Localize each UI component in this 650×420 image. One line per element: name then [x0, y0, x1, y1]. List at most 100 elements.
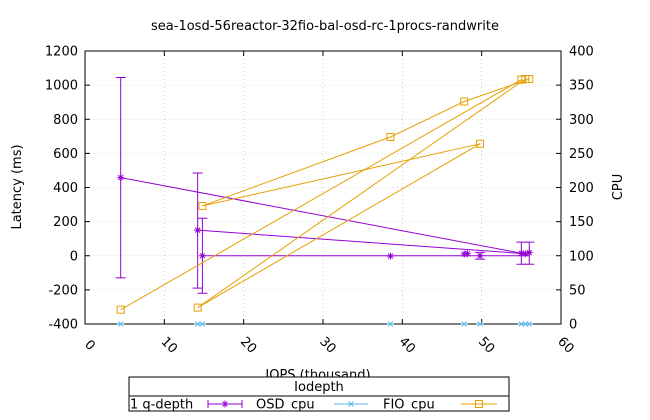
y-tick-label: 800: [53, 113, 78, 128]
legend-label: 1 q-depth: [130, 398, 193, 413]
series-line: [197, 78, 526, 309]
y-tick-label: -200: [48, 283, 78, 298]
x-tick-label: 40: [396, 334, 418, 356]
data-point-shape: [525, 74, 534, 83]
data-point: [117, 174, 125, 182]
data-point-shape: [525, 321, 533, 327]
legend-swatch-marker-shape: [475, 400, 483, 408]
y2-tick-label: 100: [569, 249, 594, 264]
data-point: [476, 321, 484, 327]
data-point-shape: [117, 174, 125, 182]
data-point-shape: [476, 252, 484, 260]
series-2: [116, 74, 534, 314]
y-tick-label: 600: [53, 147, 78, 162]
data-point: [463, 250, 471, 258]
x-tick-label: 20: [237, 334, 259, 356]
data-point-shape: [198, 321, 206, 327]
y2-tick-label: 350: [569, 79, 594, 94]
data-point: [116, 305, 125, 314]
data-point-shape: [517, 249, 525, 257]
series-line: [120, 177, 522, 254]
legend-label: FIO_cpu: [383, 398, 435, 413]
legend-items: 1 q-depth OSD_cpu FIO_cpu: [130, 398, 497, 413]
y2-tick-label: 300: [569, 113, 594, 128]
data-point: [460, 321, 468, 327]
data-point-shape: [476, 139, 485, 148]
data-point-shape: [386, 252, 394, 260]
legend-swatch-marker: [475, 400, 483, 408]
data-point-shape: [198, 252, 206, 260]
data-point: [476, 139, 485, 148]
series-line: [202, 78, 530, 207]
y2-tick-label: 50: [569, 283, 586, 298]
data-point: [517, 249, 525, 257]
data-point: [386, 321, 394, 327]
data-point: [386, 132, 395, 141]
series-line: [202, 143, 481, 207]
y-tick-label: 1200: [45, 45, 78, 60]
data-point-shape: [194, 226, 202, 234]
data-point: [525, 74, 534, 83]
y-axis-title: Latency (ms): [10, 144, 25, 229]
data-point-shape: [193, 303, 202, 312]
data-point-shape: [198, 201, 207, 210]
y2-tick-label: 200: [569, 181, 594, 196]
y2-axis-title: CPU: [611, 174, 626, 200]
data-point: [193, 303, 202, 312]
y-tick-label: 400: [53, 181, 78, 196]
y2-tick-label: 150: [569, 215, 594, 230]
data-point-shape: [386, 321, 394, 327]
data-point: [460, 97, 469, 106]
legend-title: Iodepth: [294, 380, 344, 395]
data-point: [525, 249, 533, 257]
series-line: [197, 143, 481, 309]
series-line: [197, 229, 526, 255]
legend-swatch-marker-shape: [221, 400, 229, 408]
legend-swatch-marker: [347, 401, 355, 407]
data-point-shape: [117, 321, 125, 327]
data-point: [117, 321, 125, 327]
data-point-shape: [116, 305, 125, 314]
grid: [85, 51, 561, 324]
data-point: [386, 252, 394, 260]
x-tick-label: 60: [554, 334, 576, 356]
legend-label: OSD_cpu: [256, 398, 315, 413]
data-point: [194, 226, 202, 234]
data-point-shape: [460, 97, 469, 106]
data-point-shape: [386, 132, 395, 141]
y-tick-label: -400: [48, 318, 78, 333]
data-point: [198, 201, 207, 210]
y2-tick-label: 400: [569, 45, 594, 60]
axes: 0 10 20 30 40 50 60-400-2000200400600800100012…: [45, 45, 594, 357]
x-tick-label: 0: [81, 337, 97, 353]
data-point-shape: [476, 321, 484, 327]
series-line: [120, 79, 522, 311]
y2-tick-label: 0: [569, 318, 577, 333]
data-point-shape: [525, 249, 533, 257]
data-point: [198, 321, 206, 327]
data-point: [198, 252, 206, 260]
data-point-shape: [460, 321, 468, 327]
data-point: [525, 321, 533, 327]
series: [115, 74, 535, 327]
series-1: [117, 321, 533, 327]
x-tick-label: 30: [316, 334, 338, 356]
y2-tick-label: 250: [569, 147, 594, 162]
data-point-shape: [463, 250, 471, 258]
legend-swatch-marker: [221, 400, 229, 408]
y-tick-label: 200: [53, 215, 78, 230]
legend-swatch-errorbar: [207, 400, 243, 408]
legend-box: [128, 376, 510, 412]
legend-swatch-marker-shape: [347, 401, 355, 407]
y-tick-label: 1000: [45, 79, 78, 94]
y-tick-label: 0: [70, 249, 78, 264]
legend: Iodepth 1 q-depth OSD_cpu FIO_cpu: [128, 376, 510, 413]
chart-title: sea-1osd-56reactor-32fio-bal-osd-rc-1pro…: [151, 19, 499, 34]
series-0: [115, 76, 535, 294]
data-point: [521, 250, 529, 258]
data-point: [476, 252, 484, 260]
x-tick-label: 50: [475, 334, 497, 356]
data-point-shape: [521, 250, 529, 258]
x-tick-label: 10: [158, 334, 180, 356]
